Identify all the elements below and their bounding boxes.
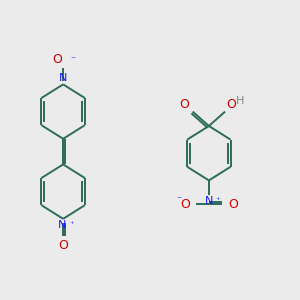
Text: N: N <box>58 220 66 230</box>
Text: H: H <box>236 96 244 106</box>
Text: N: N <box>59 73 67 83</box>
Text: O: O <box>52 53 62 66</box>
Text: O: O <box>179 98 189 111</box>
Text: ⁺: ⁺ <box>70 220 74 229</box>
Text: O: O <box>58 239 68 252</box>
Text: N: N <box>205 196 213 206</box>
Text: ⁻: ⁻ <box>70 55 76 65</box>
Text: ⁺: ⁺ <box>215 196 220 206</box>
Text: ⁻: ⁻ <box>176 196 181 206</box>
Text: O: O <box>226 98 236 111</box>
Text: O: O <box>228 198 238 211</box>
Text: O: O <box>180 198 190 211</box>
